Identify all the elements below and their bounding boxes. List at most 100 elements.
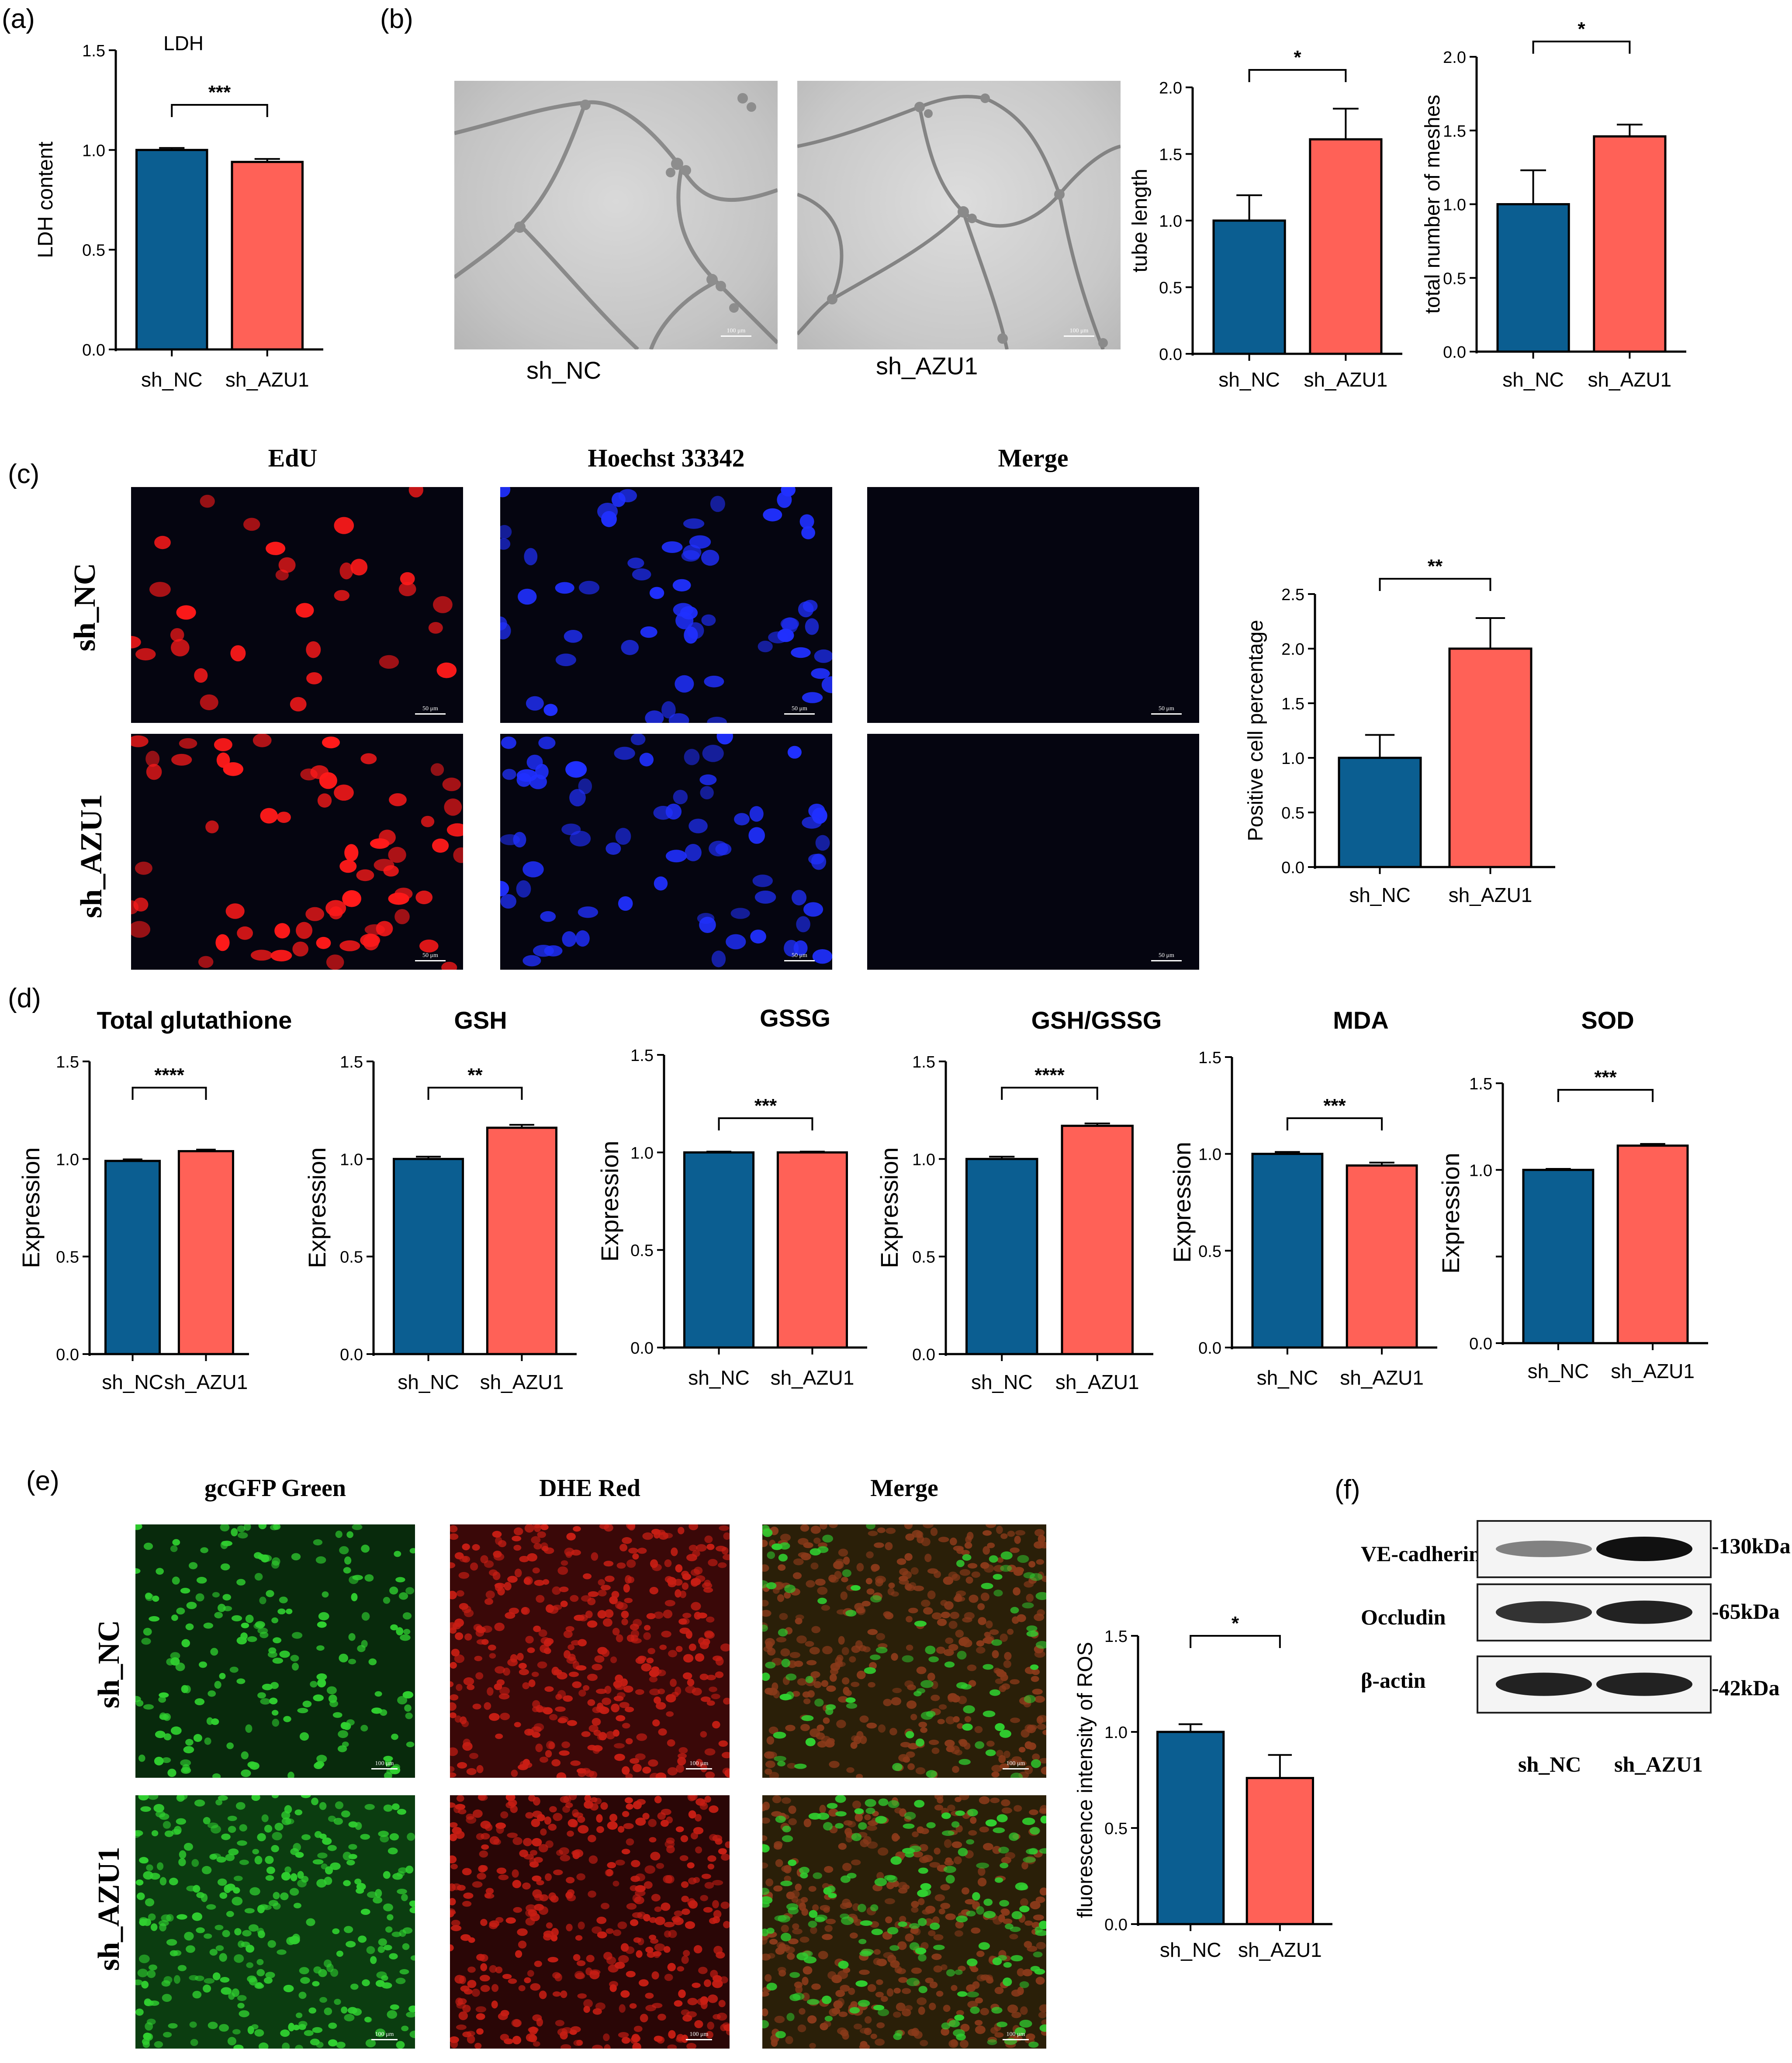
chart-d2-title: GSH <box>454 1006 507 1034</box>
scale-text: 50 μm <box>792 705 807 712</box>
scale-bar: 50 μm <box>415 705 446 715</box>
scale-text: 100 μm <box>1006 2031 1025 2038</box>
scale-text: 50 μm <box>1159 952 1174 959</box>
scale-text: 50 μm <box>422 705 438 712</box>
chart-c-ytick-label: 1.0 <box>1281 750 1304 768</box>
scale-bar: 50 μm <box>784 952 815 961</box>
c-image-edu-sh-nc: 50 μm <box>131 487 463 723</box>
chart-d2-ytick-label: 0.0 <box>340 1346 363 1364</box>
c-image-hoechst-sh-nc: 50 μm <box>500 487 832 723</box>
e-image-gfp-sh-azu1-cells <box>135 1795 415 2049</box>
chart-d5-significance-label: *** <box>1323 1095 1346 1116</box>
blot-band <box>1596 1600 1692 1624</box>
panel-label-a: (a) <box>2 4 35 34</box>
chart-d6-category-label-0: sh_NC <box>1528 1360 1589 1382</box>
c-image-hoechst-sh-azu1-cells <box>500 734 832 968</box>
chart-c-significance-bracket <box>1379 578 1491 591</box>
chart-a-significance-bracket <box>171 104 268 117</box>
f-size-130: -130kDa <box>1712 1534 1791 1558</box>
chart-e-category-label-0: sh_NC <box>1160 1939 1221 1961</box>
scale-text: 100 μm <box>726 328 746 334</box>
e-header-dhe: DHE Red <box>539 1475 640 1502</box>
chart-d4-bar-0 <box>965 1158 1038 1355</box>
chart-a-ytick-label: 1.5 <box>82 42 105 60</box>
f-size-65: -65kDa <box>1712 1599 1780 1624</box>
e-header-merge: Merge <box>870 1475 938 1502</box>
chart-d5-bar-0 <box>1251 1153 1324 1349</box>
blot-band <box>1496 1673 1592 1696</box>
blot-strip-0 <box>1477 1520 1712 1578</box>
chart-c-ytick-label: 2.5 <box>1281 586 1304 604</box>
chart-e-category-label-1: sh_AZU1 <box>1238 1939 1322 1961</box>
chart-b2-ytick-label: 0.0 <box>1443 343 1466 362</box>
c-image-merge-sh-nc: 50 μm <box>867 487 1199 723</box>
chart-b2-category-label-0: sh_NC <box>1502 368 1564 391</box>
chart-b2-ytick-label: 1.5 <box>1443 122 1466 141</box>
chart-d1-category-label-0: sh_NC <box>102 1371 163 1393</box>
e-image-dhe-sh-nc-cells <box>450 1524 730 1778</box>
chart-a-category-label-1: sh_AZU1 <box>225 368 309 391</box>
chart-b1-bar-0 <box>1212 219 1286 355</box>
chart-d6-ytick-label: 1.0 <box>1469 1161 1492 1180</box>
panel-label-b: (b) <box>380 4 413 34</box>
scale-text: 100 μm <box>1006 1760 1025 1767</box>
chart-d5-category-label-1: sh_AZU1 <box>1340 1366 1424 1389</box>
chart-d6-bar-0 <box>1522 1168 1595 1344</box>
chart-e-ytick-label: 0.0 <box>1104 1916 1128 1934</box>
e-image-gfp-sh-azu1: 100 μm <box>135 1795 415 2049</box>
chart-a-ytick-label: 1.0 <box>82 142 105 160</box>
chart-c-ytick-label: 0.5 <box>1281 804 1304 822</box>
f-size-42: -42kDa <box>1712 1676 1780 1700</box>
c-image-edu-sh-nc-cells <box>131 487 457 712</box>
scale-bar: 50 μm <box>415 952 446 961</box>
blot-band <box>1596 1673 1692 1696</box>
e-image-dhe-sh-azu1-cells <box>450 1795 730 2049</box>
chart-d2-ytick-label: 0.5 <box>340 1248 363 1267</box>
chart-d5-ytick-label: 0.0 <box>1198 1339 1221 1358</box>
chart-b2-ytick-label: 2.0 <box>1443 48 1466 67</box>
chart-d3-title: GSSG <box>760 1004 830 1032</box>
chart-d5-title: MDA <box>1333 1006 1389 1034</box>
tube-formation-image-sh-azu1: 100 μm <box>797 81 1121 349</box>
chart-d3-ylabel: Expression <box>596 1140 623 1261</box>
chart-d3-bar-0 <box>683 1151 755 1349</box>
c-image-edu-sh-azu1: 50 μm <box>131 734 463 970</box>
chart-d2-bar-1 <box>486 1127 558 1355</box>
e-header-gfp: gcGFP Green <box>204 1475 346 1502</box>
chart-d3-significance-bracket <box>718 1117 813 1130</box>
scale-bar: 50 μm <box>784 705 815 715</box>
chart-d5-category-label-0: sh_NC <box>1257 1366 1318 1389</box>
chart-d5-significance-bracket <box>1286 1117 1383 1130</box>
chart-d1-category-label-1: sh_AZU1 <box>164 1371 248 1393</box>
chart-d6-title: SOD <box>1581 1006 1634 1034</box>
chart-b2-ytick-label: 0.5 <box>1443 270 1466 288</box>
scale-bar-b-nc: 100 μm <box>721 328 751 337</box>
blot-strip-2 <box>1477 1655 1712 1714</box>
chart-b1-ylabel: tube length <box>1128 169 1152 273</box>
chart-b1-ytick-label: 1.0 <box>1159 212 1182 231</box>
chart-d3-bar-1 <box>776 1151 848 1349</box>
chart-d3-ytick-label: 0.0 <box>630 1339 654 1358</box>
scale-text: 100 μm <box>375 1760 394 1767</box>
chart-d5-ylabel: Expression <box>1168 1142 1196 1263</box>
chart-b1-ytick-label: 2.0 <box>1159 79 1182 97</box>
chart-d4-ylabel: Expression <box>875 1147 903 1268</box>
chart-d6-ytick-label: 1.5 <box>1469 1075 1492 1093</box>
c-header-hoechst: Hoechst 33342 <box>588 444 745 472</box>
chart-b1-significance-label: * <box>1294 47 1301 68</box>
chart-d2-category-label-0: sh_NC <box>398 1371 459 1393</box>
b-label-sh-nc: sh_NC <box>526 356 602 384</box>
chart-a-ylabel: LDH content <box>34 142 57 258</box>
chart-e-ylabel: fluorescence intensity of ROS <box>1074 1642 1097 1918</box>
chart-d3-ytick-label: 0.5 <box>630 1242 654 1260</box>
chart-b1-significance-bracket <box>1248 69 1347 82</box>
scale-bar: 50 μm <box>1151 952 1182 961</box>
b-label-sh-azu1: sh_AZU1 <box>876 352 978 380</box>
chart-d4-title: GSH/GSSG <box>1031 1006 1162 1034</box>
scale-text: 100 μm <box>689 1760 709 1767</box>
e-image-merge-sh-azu1: 100 μm <box>762 1795 1046 2049</box>
chart-d6-ylabel: Expression <box>1437 1153 1464 1274</box>
chart-d1-significance-bracket <box>131 1087 207 1100</box>
chart-d3-ytick-label: 1.5 <box>630 1047 654 1065</box>
